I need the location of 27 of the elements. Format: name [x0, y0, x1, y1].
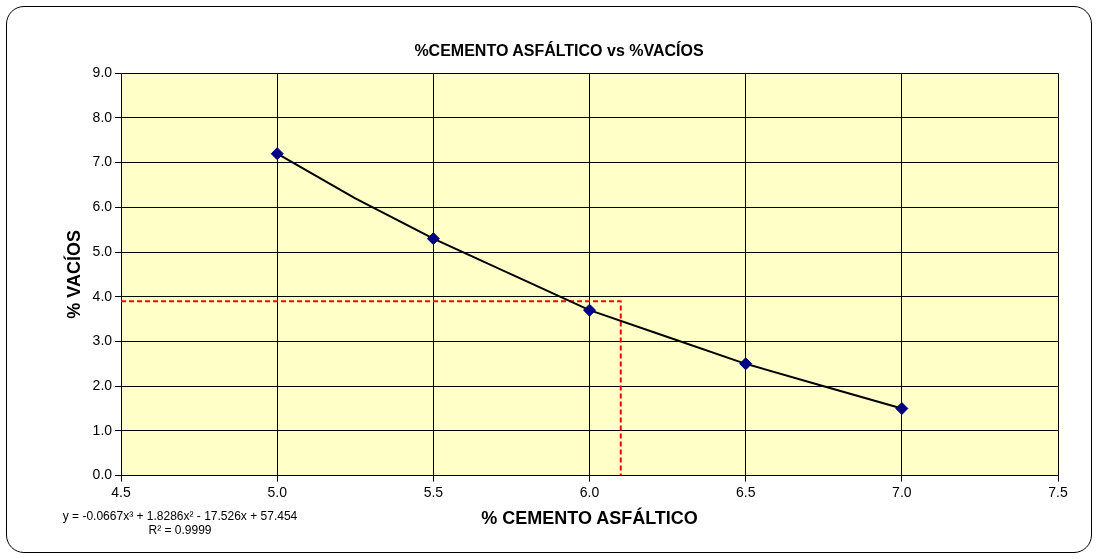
chart-title: %CEMENTO ASFÁLTICO vs %VACÍOS: [414, 41, 704, 60]
y-tick-label: 2.0: [92, 377, 113, 394]
point: [270, 147, 284, 161]
y-tick-label: 4.0: [92, 287, 113, 304]
y-tick-label: 9.0: [92, 64, 113, 81]
x-axis-title: % CEMENTO ASFÁLTICO: [481, 507, 698, 529]
y-tick-label: 1.0: [92, 421, 113, 438]
x-tick-label: 5.5: [423, 483, 444, 500]
x-tick-label: 5.0: [267, 483, 288, 500]
y-axis-title: % VACÍOS: [62, 230, 84, 319]
y-tick-label: 7.0: [92, 153, 113, 170]
x-tick-label: 7.0: [892, 483, 912, 500]
x-tick-label: 7.5: [1048, 483, 1068, 500]
y-tick-label: 8.0: [92, 108, 113, 125]
point: [426, 232, 440, 246]
text: R² = 0.9999: [148, 523, 212, 537]
x-tick-label: 4.5: [111, 483, 131, 500]
point: [895, 402, 909, 416]
y-tick-label: 6.0: [92, 198, 113, 215]
x-tick-label: 6.5: [735, 483, 756, 500]
y-tick-label: 3.0: [92, 332, 113, 349]
y-tick-label: 5.0: [92, 242, 113, 259]
x-tick-label: 6.0: [579, 483, 600, 500]
point: [583, 303, 597, 317]
text: y = -0.0667x³ + 1.8286x² - 17.526x + 57.454: [62, 509, 298, 523]
point: [739, 357, 753, 371]
y-tick-label: 0.0: [92, 466, 113, 483]
